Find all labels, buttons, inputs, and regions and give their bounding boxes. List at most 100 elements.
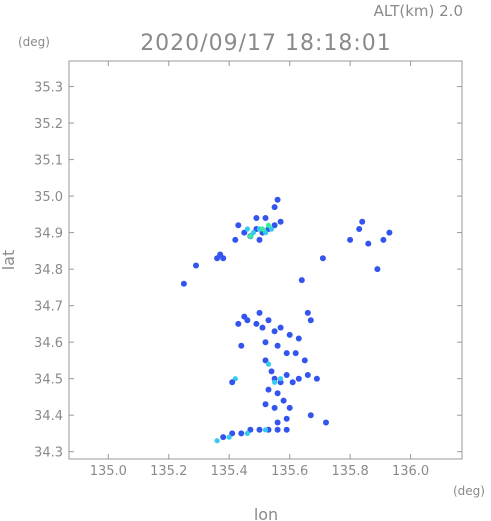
echo-point (256, 426, 263, 433)
echo-point (262, 339, 269, 346)
echo-point (277, 218, 284, 225)
echo-point (259, 226, 266, 232)
echo-point (365, 240, 372, 247)
echo-point (262, 215, 269, 221)
y-tick-label: 34.7 (34, 300, 63, 315)
echo-point (289, 379, 296, 386)
echo-points (180, 196, 393, 444)
echo-point (265, 317, 272, 324)
echo-point (298, 277, 305, 284)
y-tick-label: 34.6 (34, 336, 63, 351)
x-tick-label: 135.2 (150, 464, 187, 479)
echo-point (271, 404, 278, 411)
echo-point (304, 309, 311, 316)
echo-point (214, 255, 221, 262)
echo-point (295, 375, 302, 382)
echo-point (253, 215, 260, 221)
y-tick-label: 34.3 (34, 446, 63, 461)
x-axis-label: lon (254, 505, 278, 521)
y-tick-label: 35.2 (34, 117, 63, 132)
y-tick-label: 34.9 (34, 227, 63, 242)
echo-point (272, 379, 278, 385)
echo-point (280, 397, 287, 404)
echo-point (268, 226, 275, 232)
y-unit-label: (deg) (18, 35, 50, 49)
echo-point (250, 230, 256, 236)
echo-point (274, 342, 281, 349)
axis-ticks: 135.0 135.2 135.4 135.6 135.8 136.0 34.3 34.4 34… (34, 61, 462, 479)
y-tick-label: 35.0 (34, 190, 63, 205)
echo-point (319, 255, 326, 262)
echo-point (271, 222, 278, 229)
echo-point (244, 226, 250, 232)
echo-point (307, 317, 314, 324)
plot-frame (68, 60, 463, 460)
x-tick-label: 136.0 (392, 464, 429, 479)
echo-point (214, 438, 220, 444)
y-tick-label: 35.3 (34, 81, 63, 96)
chart-title: 2020/09/17 18:18:01 (140, 31, 392, 56)
echo-point (235, 320, 242, 327)
echo-point (271, 328, 278, 335)
y-tick-label: 35.1 (34, 154, 63, 169)
echo-point (283, 350, 290, 357)
echo-point (262, 427, 269, 433)
echo-point (256, 309, 263, 316)
echo-point (283, 426, 290, 433)
altitude-label: ALT(km) 2.0 (374, 2, 463, 20)
echo-point (180, 280, 187, 287)
echo-point (247, 233, 253, 239)
echo-point (304, 372, 311, 378)
echo-point (278, 376, 284, 382)
y-axis-label: lat (0, 250, 18, 271)
echo-point (292, 350, 299, 357)
echo-point (220, 434, 227, 441)
x-tick-label: 135.8 (332, 464, 369, 479)
echo-point (386, 229, 393, 236)
echo-point (244, 430, 250, 436)
echo-point (262, 401, 269, 408)
echo-point (229, 379, 236, 386)
echo-point (265, 386, 272, 393)
echo-point (283, 372, 290, 378)
echo-point (286, 404, 293, 411)
echo-point (301, 357, 308, 364)
echo-point (268, 368, 275, 375)
x-tick-label: 135.0 (90, 464, 127, 479)
echo-point (229, 430, 236, 437)
y-tick-label: 34.5 (34, 373, 63, 388)
echo-point (262, 230, 269, 236)
echo-point (226, 434, 232, 440)
echo-point (274, 390, 281, 397)
echo-point (380, 236, 387, 243)
echo-point (374, 266, 381, 273)
echo-point (241, 313, 248, 320)
x-tick-label: 135.6 (271, 464, 308, 479)
echo-point (253, 320, 260, 327)
echo-point (271, 204, 278, 211)
echo-point (274, 196, 281, 203)
y-tick-label: 34.8 (34, 263, 63, 278)
echo-point (274, 426, 281, 433)
echo-point (262, 357, 269, 364)
echo-point (307, 412, 314, 419)
echo-point (313, 375, 320, 382)
x-tick-label: 135.4 (211, 464, 248, 479)
echo-point (238, 430, 245, 437)
echo-point (259, 324, 266, 331)
echo-point (241, 229, 248, 236)
x-unit-label: (deg) (453, 484, 485, 498)
echo-point (238, 342, 245, 349)
echo-point (295, 335, 302, 342)
echo-point (265, 222, 272, 228)
echo-point (323, 419, 329, 426)
echo-point (286, 331, 293, 338)
echo-point (347, 236, 354, 243)
echo-point (232, 236, 239, 243)
echo-point (256, 236, 263, 243)
echo-point (283, 415, 290, 422)
echo-point (265, 361, 272, 367)
echo-point (235, 222, 242, 229)
y-tick-label: 34.4 (34, 409, 63, 424)
